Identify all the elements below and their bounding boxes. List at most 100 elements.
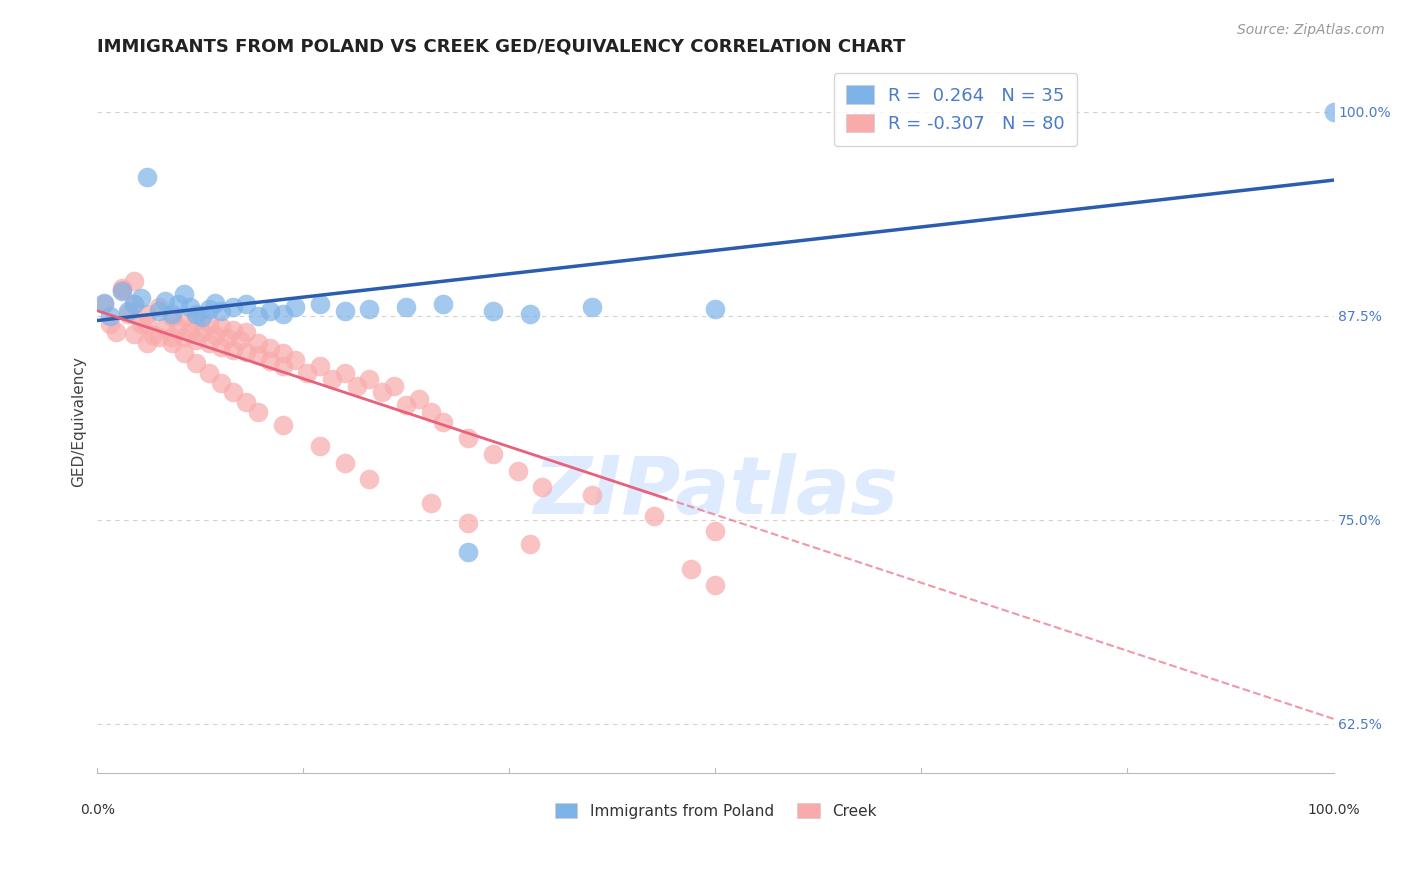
Point	[271, 346, 294, 360]
Point	[124, 326, 146, 341]
Point	[531, 480, 554, 494]
Point	[581, 488, 603, 502]
Point	[420, 496, 443, 510]
Point	[98, 317, 121, 331]
Point	[247, 405, 270, 419]
Point	[235, 344, 257, 359]
Point	[284, 352, 307, 367]
Point	[333, 456, 356, 470]
Point	[166, 297, 188, 311]
Point	[191, 310, 214, 325]
Point	[197, 336, 219, 351]
Point	[142, 328, 165, 343]
Point	[135, 336, 157, 351]
Point	[209, 303, 232, 318]
Text: 100.0%: 100.0%	[1308, 804, 1360, 817]
Point	[581, 301, 603, 315]
Point	[506, 464, 529, 478]
Point	[222, 343, 245, 357]
Text: Source: ZipAtlas.com: Source: ZipAtlas.com	[1237, 23, 1385, 37]
Point	[308, 439, 330, 453]
Point	[93, 297, 115, 311]
Point	[284, 301, 307, 315]
Point	[222, 323, 245, 337]
Point	[186, 356, 208, 370]
Point	[457, 516, 479, 530]
Point	[117, 303, 139, 318]
Point	[104, 325, 127, 339]
Point	[148, 330, 170, 344]
Point	[124, 297, 146, 311]
Point	[308, 359, 330, 374]
Point	[704, 578, 727, 592]
Y-axis label: GED/Equivalency: GED/Equivalency	[72, 356, 86, 487]
Point	[129, 317, 152, 331]
Point	[222, 385, 245, 400]
Point	[93, 295, 115, 310]
Point	[155, 293, 177, 308]
Legend: Immigrants from Poland, Creek: Immigrants from Poland, Creek	[548, 797, 883, 825]
Point	[117, 307, 139, 321]
Point	[209, 320, 232, 334]
Point	[704, 302, 727, 317]
Point	[259, 341, 281, 355]
Point	[124, 297, 146, 311]
Point	[271, 307, 294, 321]
Point	[135, 307, 157, 321]
Point	[333, 303, 356, 318]
Point	[209, 376, 232, 390]
Point	[359, 302, 381, 317]
Point	[228, 333, 250, 347]
Point	[1322, 104, 1344, 119]
Point	[135, 169, 157, 184]
Point	[247, 348, 270, 362]
Point	[186, 307, 208, 321]
Point	[148, 301, 170, 315]
Point	[370, 385, 392, 400]
Point	[271, 359, 294, 374]
Point	[204, 295, 226, 310]
Point	[432, 297, 454, 311]
Point	[160, 330, 183, 344]
Point	[173, 346, 195, 360]
Point	[179, 325, 201, 339]
Point	[155, 320, 177, 334]
Point	[197, 302, 219, 317]
Point	[359, 372, 381, 386]
Point	[160, 307, 183, 321]
Text: ZIPatlas: ZIPatlas	[533, 453, 898, 531]
Point	[457, 431, 479, 445]
Point	[222, 301, 245, 315]
Point	[247, 336, 270, 351]
Point	[173, 310, 195, 325]
Point	[457, 545, 479, 559]
Point	[420, 405, 443, 419]
Text: IMMIGRANTS FROM POLAND VS CREEK GED/EQUIVALENCY CORRELATION CHART: IMMIGRANTS FROM POLAND VS CREEK GED/EQUI…	[97, 37, 905, 55]
Point	[395, 301, 418, 315]
Point	[259, 354, 281, 368]
Point	[482, 303, 505, 318]
Point	[209, 340, 232, 354]
Point	[217, 331, 239, 345]
Point	[519, 307, 541, 321]
Point	[247, 309, 270, 323]
Point	[235, 395, 257, 409]
Point	[191, 325, 214, 339]
Point	[333, 366, 356, 380]
Point	[111, 283, 134, 297]
Point	[643, 509, 665, 524]
Point	[186, 333, 208, 347]
Point	[148, 303, 170, 318]
Point	[111, 281, 134, 295]
Point	[482, 447, 505, 461]
Point	[235, 297, 257, 311]
Point	[308, 297, 330, 311]
Point	[259, 303, 281, 318]
Point	[197, 317, 219, 331]
Point	[111, 284, 134, 298]
Point	[166, 320, 188, 334]
Point	[129, 291, 152, 305]
Point	[432, 415, 454, 429]
Point	[346, 379, 368, 393]
Point	[519, 537, 541, 551]
